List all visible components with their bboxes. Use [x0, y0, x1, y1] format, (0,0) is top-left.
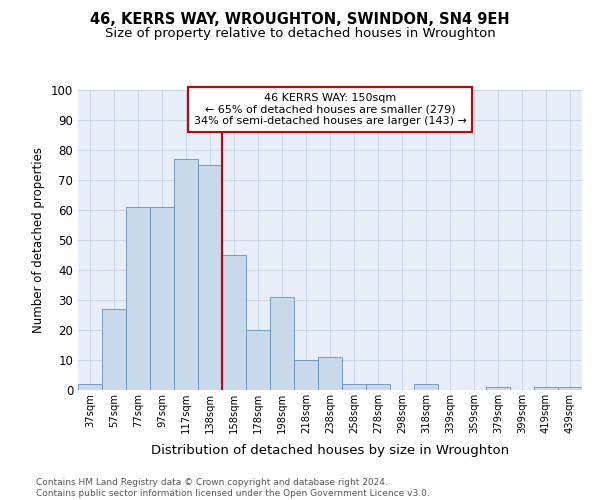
Bar — [294, 360, 318, 390]
Bar — [318, 357, 342, 390]
Bar — [246, 330, 270, 390]
Text: 46, KERRS WAY, WROUGHTON, SWINDON, SN4 9EH: 46, KERRS WAY, WROUGHTON, SWINDON, SN4 9… — [90, 12, 510, 28]
Bar — [414, 384, 438, 390]
Bar — [366, 384, 390, 390]
Bar — [126, 207, 150, 390]
Bar — [198, 165, 222, 390]
Text: Contains HM Land Registry data © Crown copyright and database right 2024.
Contai: Contains HM Land Registry data © Crown c… — [36, 478, 430, 498]
Bar — [342, 384, 366, 390]
X-axis label: Distribution of detached houses by size in Wroughton: Distribution of detached houses by size … — [151, 444, 509, 458]
Bar — [78, 384, 102, 390]
Text: Size of property relative to detached houses in Wroughton: Size of property relative to detached ho… — [104, 28, 496, 40]
Bar — [534, 387, 558, 390]
Bar — [102, 309, 126, 390]
Bar — [222, 255, 246, 390]
Bar — [486, 387, 510, 390]
Y-axis label: Number of detached properties: Number of detached properties — [32, 147, 46, 333]
Bar — [174, 159, 198, 390]
Bar — [558, 387, 582, 390]
Bar — [270, 297, 294, 390]
Bar — [150, 207, 174, 390]
Text: 46 KERRS WAY: 150sqm
← 65% of detached houses are smaller (279)
34% of semi-deta: 46 KERRS WAY: 150sqm ← 65% of detached h… — [194, 93, 466, 126]
